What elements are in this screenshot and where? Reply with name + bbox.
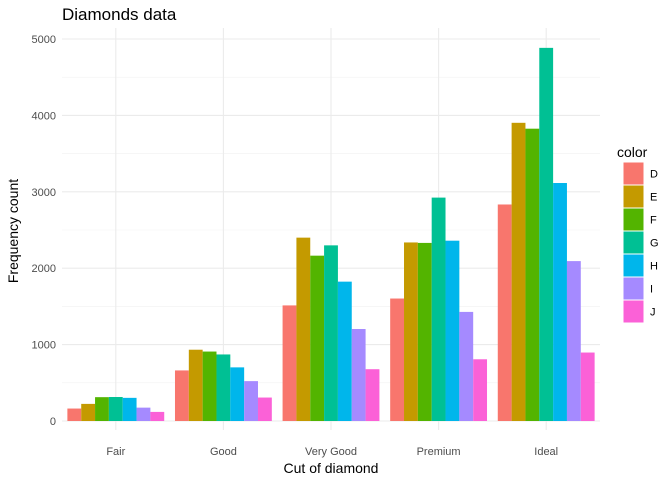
bar bbox=[136, 407, 151, 421]
x-tick-label: Fair bbox=[106, 446, 125, 458]
bar bbox=[580, 352, 595, 421]
bar bbox=[404, 242, 418, 421]
bar bbox=[417, 242, 432, 421]
bar bbox=[473, 359, 488, 421]
bar bbox=[95, 397, 109, 421]
x-tick-label: Premium bbox=[417, 446, 461, 458]
legend-label: E bbox=[650, 192, 657, 204]
y-axis-title: Frequency count bbox=[5, 179, 21, 283]
legend-key bbox=[622, 230, 645, 255]
bar bbox=[122, 397, 137, 421]
y-tick-label: 0 bbox=[50, 416, 56, 428]
legend-label: G bbox=[650, 238, 659, 250]
bar bbox=[511, 122, 526, 422]
bar bbox=[296, 237, 311, 421]
plot-area: 0 1000 2000 3000 4000 5000 Fair Good Very Good P… bbox=[32, 28, 600, 458]
bar bbox=[81, 403, 96, 421]
bar bbox=[324, 245, 338, 421]
x-tick-label: Very Good bbox=[305, 446, 357, 458]
legend-key bbox=[622, 184, 645, 209]
bar bbox=[244, 381, 258, 421]
y-tick-label: 2000 bbox=[32, 263, 56, 275]
bar bbox=[431, 197, 446, 421]
x-tick-label: Ideal bbox=[534, 446, 558, 458]
legend-key bbox=[622, 253, 645, 278]
y-tick-label: 5000 bbox=[32, 34, 56, 46]
bar bbox=[497, 204, 512, 421]
x-axis-ticks: Fair Good Very Good Premium Ideal bbox=[106, 446, 558, 458]
legend-label: I bbox=[650, 284, 653, 296]
bar bbox=[525, 128, 540, 421]
bar bbox=[553, 183, 567, 421]
bar bbox=[216, 354, 231, 421]
bar bbox=[67, 408, 82, 421]
legend-label: J bbox=[650, 307, 656, 319]
y-tick-label: 4000 bbox=[32, 110, 56, 122]
legend-key bbox=[622, 207, 645, 232]
bar bbox=[390, 298, 405, 421]
bar bbox=[445, 240, 460, 421]
legend-label: D bbox=[650, 169, 658, 181]
legend-label: F bbox=[650, 215, 657, 227]
y-axis-ticks: 0 1000 2000 3000 4000 5000 bbox=[32, 34, 56, 428]
y-tick-label: 1000 bbox=[32, 340, 56, 352]
bar bbox=[351, 329, 366, 421]
legend-title: color bbox=[617, 144, 648, 160]
y-tick-label: 3000 bbox=[32, 187, 56, 199]
bar bbox=[188, 349, 203, 421]
bar bbox=[230, 367, 245, 421]
legend-key bbox=[622, 161, 645, 186]
bar bbox=[202, 351, 217, 421]
bar bbox=[337, 281, 352, 421]
x-axis-title: Cut of diamond bbox=[284, 460, 379, 476]
legend-label: H bbox=[650, 261, 658, 273]
bar bbox=[257, 397, 272, 421]
bar bbox=[174, 370, 189, 421]
bar bbox=[539, 47, 554, 422]
bars bbox=[67, 47, 595, 422]
bar bbox=[365, 369, 380, 421]
bar bbox=[566, 261, 581, 421]
bar bbox=[108, 397, 123, 421]
x-tick-label: Good bbox=[210, 446, 237, 458]
legend-key bbox=[622, 299, 645, 324]
bar bbox=[310, 255, 325, 421]
chart-title: Diamonds data bbox=[62, 5, 177, 24]
bar bbox=[150, 411, 165, 421]
bar bbox=[282, 305, 297, 421]
legend-key bbox=[622, 276, 645, 301]
bar bbox=[459, 311, 474, 421]
